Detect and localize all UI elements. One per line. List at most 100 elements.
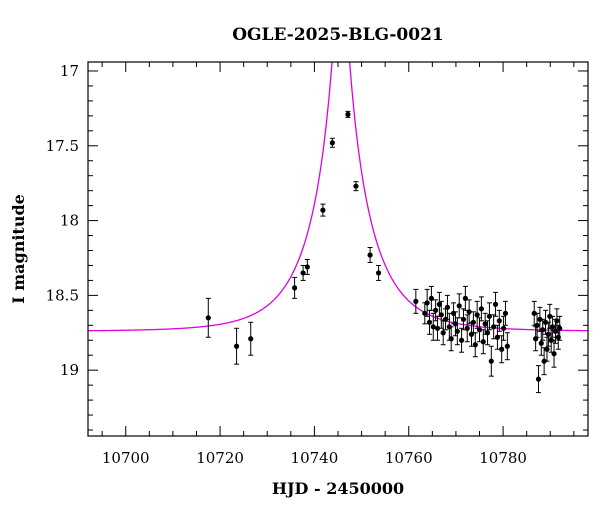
data-marker [504, 343, 510, 349]
data-point [436, 291, 443, 317]
data-point [456, 293, 462, 319]
data-marker [478, 306, 484, 312]
data-marker [484, 330, 491, 336]
plot-frame [87, 61, 589, 437]
data-point [422, 302, 428, 325]
data-point [413, 288, 419, 314]
data-marker [456, 303, 462, 309]
data-marker [300, 270, 306, 276]
data-marker [535, 376, 542, 382]
data-point [488, 345, 494, 377]
data-marker [550, 324, 556, 330]
data-marker [320, 207, 326, 213]
data-marker [444, 304, 451, 310]
data-point [353, 181, 359, 192]
data-marker [494, 334, 501, 340]
data-point [478, 296, 484, 322]
data-marker [547, 313, 553, 319]
data-point [535, 365, 542, 394]
data-point [438, 300, 444, 329]
data-point [545, 321, 551, 347]
data-marker [542, 319, 549, 325]
data-point [375, 264, 382, 281]
data-point [557, 315, 563, 341]
data-point [486, 302, 493, 331]
data-marker [434, 325, 441, 331]
data-point [500, 315, 507, 341]
data-point [484, 320, 491, 346]
data-marker [492, 301, 499, 307]
data-marker [329, 140, 335, 146]
data-marker [502, 310, 509, 316]
data-point [504, 332, 510, 361]
data-marker [464, 325, 470, 331]
data-marker [474, 312, 480, 318]
data-marker [428, 295, 434, 301]
data-marker [413, 298, 419, 304]
data-point [233, 327, 240, 365]
data-point [541, 347, 547, 376]
data-point [482, 312, 488, 335]
chart-title: OGLE-2025-BLG-0021 [232, 25, 444, 45]
data-point [329, 137, 335, 148]
model-curve-layer [88, 62, 588, 332]
data-point [554, 308, 560, 334]
data-marker [422, 310, 428, 316]
data-marker [452, 321, 459, 327]
data-marker [353, 183, 359, 189]
data-point [542, 309, 549, 335]
y-tick-label: 17.5 [46, 137, 79, 155]
x-axis-label: HJD - 2450000 [272, 479, 404, 498]
data-point [248, 321, 254, 356]
x-tick-label: 10700 [102, 449, 150, 467]
data-marker [424, 300, 430, 306]
data-marker [545, 331, 551, 337]
data-point [367, 247, 373, 263]
data-marker [537, 316, 543, 322]
data-point [462, 285, 468, 311]
data-marker [496, 318, 502, 324]
data-point [345, 110, 351, 118]
data-point [464, 314, 470, 343]
data-point [428, 285, 434, 311]
data-point [474, 300, 480, 329]
data-marker [472, 342, 478, 348]
data-marker [375, 270, 382, 276]
data-points-layer [205, 110, 563, 394]
data-marker [538, 340, 544, 346]
model-curve [88, 62, 588, 332]
data-marker [205, 315, 211, 321]
data-marker [458, 337, 465, 343]
data-marker [440, 330, 446, 336]
data-marker [499, 346, 505, 352]
data-marker [466, 309, 472, 315]
data-marker [233, 343, 240, 349]
data-marker [551, 351, 557, 357]
x-tick-label: 10780 [479, 449, 527, 467]
data-point [491, 314, 497, 340]
data-point [424, 288, 430, 317]
data-marker [433, 307, 439, 313]
data-marker [345, 111, 351, 117]
data-point [448, 326, 454, 352]
data-point [502, 300, 509, 326]
data-point [304, 258, 310, 275]
data-point [205, 297, 211, 338]
data-marker [454, 328, 460, 334]
data-marker [476, 327, 483, 333]
data-marker [292, 285, 298, 291]
data-point [496, 309, 502, 332]
ticks-layer: 10700 10720 10740 10760 10780 17 17.5 18 18.5 19 [46, 62, 588, 467]
data-point [472, 332, 478, 358]
data-marker [554, 318, 560, 324]
data-marker [500, 325, 507, 331]
y-tick-label: 18.5 [46, 286, 79, 304]
data-point [534, 312, 540, 338]
data-point [430, 312, 436, 341]
data-point [292, 276, 298, 299]
y-tick-label: 19 [60, 361, 79, 379]
data-marker [436, 301, 443, 307]
data-marker [544, 346, 550, 352]
data-marker [438, 312, 444, 318]
